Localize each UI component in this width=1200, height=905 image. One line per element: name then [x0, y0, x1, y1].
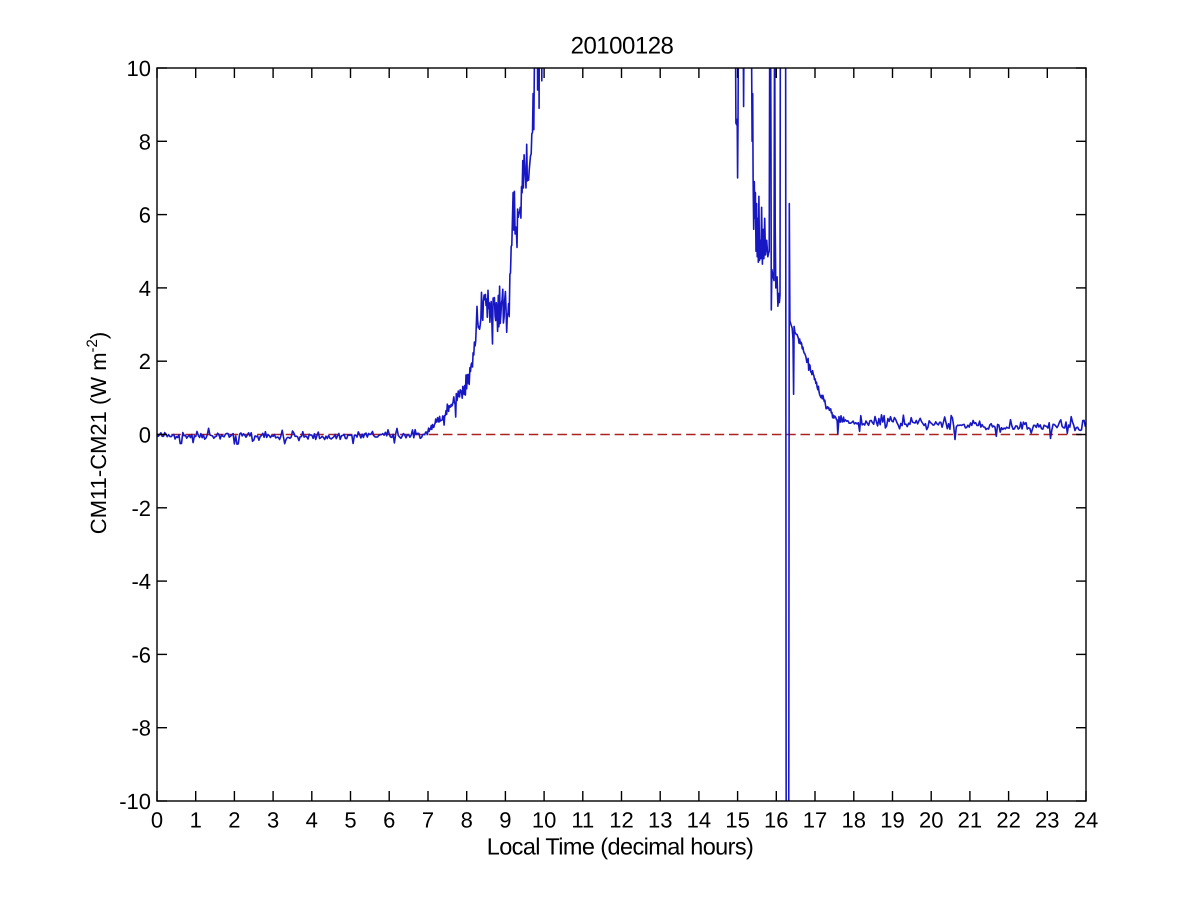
svg-text:11: 11 — [571, 808, 594, 833]
svg-text:-10: -10 — [119, 789, 151, 814]
svg-text:8: 8 — [139, 129, 151, 154]
svg-text:7: 7 — [422, 808, 434, 833]
svg-text:-2: -2 — [131, 496, 151, 521]
svg-text:-6: -6 — [131, 642, 151, 667]
svg-text:8: 8 — [461, 808, 473, 833]
svg-text:10: 10 — [127, 56, 151, 81]
svg-text:2: 2 — [228, 808, 240, 833]
svg-text:13: 13 — [648, 808, 672, 833]
svg-text:9: 9 — [499, 808, 511, 833]
svg-text:20100128: 20100128 — [571, 33, 674, 60]
svg-text:12: 12 — [609, 808, 633, 833]
svg-text:2: 2 — [139, 349, 151, 374]
svg-text:23: 23 — [1035, 808, 1059, 833]
svg-text:6: 6 — [383, 808, 395, 833]
svg-text:1: 1 — [190, 808, 202, 833]
svg-text:20: 20 — [919, 808, 943, 833]
svg-text:4: 4 — [139, 276, 151, 301]
svg-text:18: 18 — [842, 808, 866, 833]
svg-text:0: 0 — [151, 808, 163, 833]
svg-text:Local Time (decimal hours): Local Time (decimal hours) — [487, 834, 754, 860]
svg-text:4: 4 — [306, 808, 318, 833]
svg-text:21: 21 — [958, 808, 982, 833]
svg-text:-4: -4 — [131, 569, 151, 594]
svg-text:-8: -8 — [131, 716, 151, 741]
svg-text:10: 10 — [532, 808, 556, 833]
svg-text:CM11-CM21 (W m-2): CM11-CM21 (W m-2) — [84, 332, 111, 534]
svg-text:6: 6 — [139, 203, 151, 228]
svg-text:22: 22 — [996, 808, 1020, 833]
svg-text:16: 16 — [764, 808, 788, 833]
svg-text:17: 17 — [803, 808, 827, 833]
svg-text:5: 5 — [344, 808, 356, 833]
svg-text:0: 0 — [139, 423, 151, 448]
svg-text:14: 14 — [687, 808, 711, 833]
svg-text:24: 24 — [1074, 808, 1098, 833]
svg-text:19: 19 — [880, 808, 904, 833]
svg-text:15: 15 — [725, 808, 749, 833]
svg-text:3: 3 — [267, 808, 279, 833]
